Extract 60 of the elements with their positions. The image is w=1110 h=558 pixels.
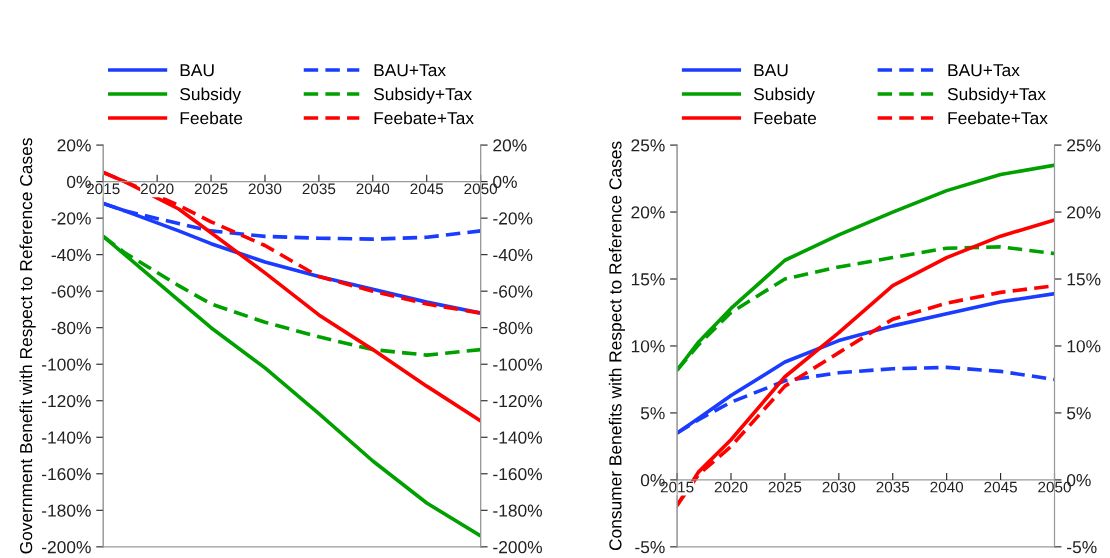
legend-label: Subsidy+Tax bbox=[947, 87, 1046, 104]
y2-tick-label: 5% bbox=[1067, 407, 1091, 420]
y-tick-label: -20% bbox=[51, 212, 91, 225]
legend-label: Feebate+Tax bbox=[948, 111, 1048, 125]
y2-tick-label: 25% bbox=[1067, 139, 1101, 152]
legend-label: BAU+Tax bbox=[948, 64, 1020, 77]
legend-label: Feebate bbox=[754, 111, 817, 125]
x-tick-label: 2040 bbox=[356, 183, 390, 195]
x-tick-label: 2020 bbox=[140, 183, 174, 195]
y2-tick-label: -140% bbox=[493, 431, 542, 444]
x-tick-label: 2035 bbox=[876, 481, 910, 493]
x-tick-label: 2045 bbox=[984, 481, 1017, 493]
y-tick-label: -80% bbox=[51, 321, 91, 335]
y-tick-label: -5% bbox=[635, 541, 665, 554]
y2-tick-label: 20% bbox=[1067, 206, 1101, 219]
x-tick-label: 2045 bbox=[410, 183, 444, 195]
legend-label: BAU bbox=[754, 64, 788, 77]
y-tick-label: -40% bbox=[51, 248, 91, 262]
y2-tick-label: -120% bbox=[493, 394, 542, 408]
x-tick-label: 2040 bbox=[930, 481, 964, 493]
y-tick-label: -120% bbox=[42, 394, 91, 408]
legend-label: Subsidy bbox=[753, 87, 815, 104]
y2-tick-label: -20% bbox=[493, 212, 533, 225]
y2-tick-label: -80% bbox=[493, 321, 533, 335]
y2-tick-label: 10% bbox=[1067, 340, 1101, 353]
y-tick-label: 10% bbox=[631, 340, 665, 353]
y2-tick-label: -180% bbox=[493, 504, 542, 517]
y-tick-label: -160% bbox=[42, 467, 91, 481]
x-tick-label: 2020 bbox=[714, 481, 748, 493]
legend-label: Feebate+Tax bbox=[374, 111, 474, 125]
x-tick-label: 2035 bbox=[302, 183, 336, 195]
legend-label: BAU bbox=[180, 64, 214, 77]
y-axis-title: Consumer Benefits with Respect to Reference Cases bbox=[608, 141, 625, 551]
y-tick-label: 5% bbox=[640, 407, 665, 420]
legend-label: Feebate bbox=[180, 111, 243, 125]
legend-label: Subsidy bbox=[180, 87, 242, 104]
y-tick-label: 20% bbox=[631, 206, 665, 219]
x-tick-label: 2030 bbox=[822, 481, 856, 493]
x-tick-label: 2025 bbox=[768, 481, 802, 493]
y2-tick-label: -100% bbox=[493, 358, 542, 371]
y-tick-label: 20% bbox=[57, 139, 91, 152]
y2-tick-label: 15% bbox=[1067, 273, 1101, 286]
y-tick-label: -100% bbox=[42, 358, 91, 371]
y2-tick-label: -40% bbox=[493, 248, 533, 262]
y2-tick-label: -200% bbox=[493, 541, 542, 554]
legend-label: Subsidy+Tax bbox=[373, 87, 472, 104]
y2-tick-label: 20% bbox=[493, 139, 527, 152]
x-tick-label: 2030 bbox=[248, 183, 282, 195]
legend-label: BAU+Tax bbox=[374, 64, 446, 77]
y-tick-label: -60% bbox=[51, 285, 91, 298]
y2-tick-label: -5% bbox=[1067, 541, 1097, 554]
y-axis-title: Government Benefit with Respect to Reference Cases bbox=[19, 138, 36, 554]
y-tick-label: -180% bbox=[42, 504, 91, 517]
y-tick-label: 25% bbox=[631, 139, 665, 152]
y2-tick-label: -60% bbox=[493, 285, 533, 298]
y-tick-label: 15% bbox=[631, 273, 665, 286]
y-tick-label: -140% bbox=[42, 431, 91, 444]
x-tick-label: 2025 bbox=[194, 183, 228, 195]
y2-tick-label: -160% bbox=[493, 467, 542, 481]
y-tick-label: -200% bbox=[42, 541, 91, 554]
